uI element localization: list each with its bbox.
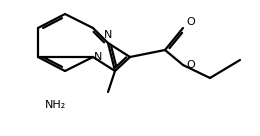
Text: O: O xyxy=(186,17,195,27)
Text: O: O xyxy=(186,60,195,70)
Text: N: N xyxy=(94,52,102,62)
Text: NH₂: NH₂ xyxy=(44,100,66,110)
Text: N: N xyxy=(104,30,112,40)
